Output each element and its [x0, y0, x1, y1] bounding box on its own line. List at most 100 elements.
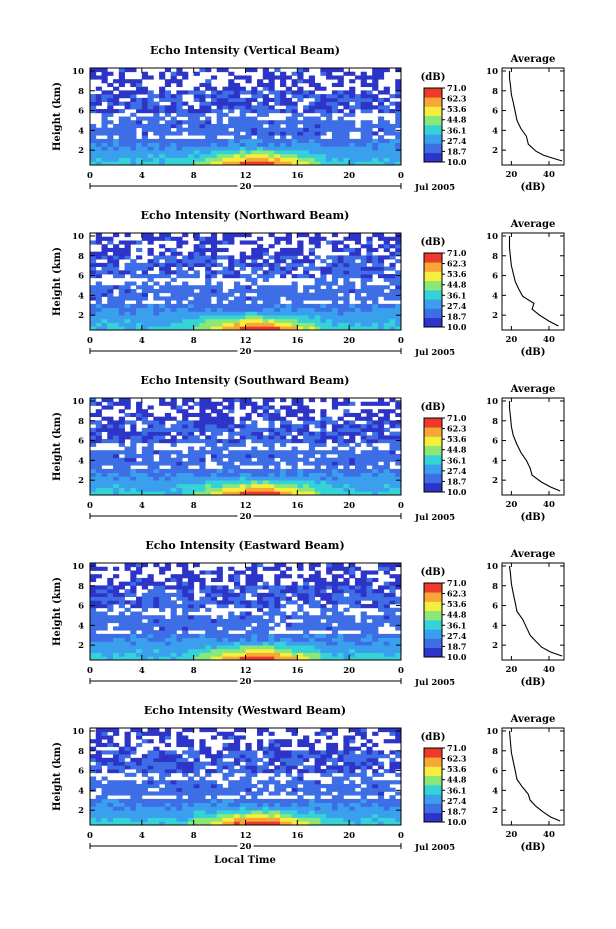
heatmap-cell [389, 813, 396, 818]
heatmap-cell [303, 453, 310, 459]
heatmap-cell [349, 817, 356, 822]
heatmap-cell [164, 618, 172, 624]
heatmap-cell [159, 424, 166, 429]
heatmap-cell [193, 157, 200, 162]
heatmap-cell [320, 420, 327, 425]
heatmap-cell [395, 633, 402, 639]
heatmap-cell [274, 798, 281, 804]
heatmap-cell [124, 607, 131, 612]
heatmap-cell [337, 563, 344, 568]
heatmap-cell [262, 274, 269, 279]
heatmap-cell [389, 146, 396, 151]
heatmap-cell [257, 821, 264, 826]
heatmap-cell [331, 802, 339, 807]
heatmap-cell [372, 322, 379, 327]
heatmap-cell [153, 292, 160, 297]
heatmap-cell [130, 270, 137, 275]
heatmap-cell [308, 120, 316, 125]
heatmap-cell [360, 457, 367, 462]
heatmap-cell [141, 581, 148, 586]
heatmap-cell [366, 630, 373, 635]
heatmap-cell [245, 600, 252, 605]
heatmap-cell [320, 633, 327, 639]
average-y-tick-label: 6 [492, 272, 498, 282]
heatmap-cell [349, 813, 356, 818]
heatmap-cell [245, 566, 252, 571]
heatmap-cell [153, 637, 160, 642]
heatmap-cell [176, 577, 183, 583]
heatmap-cell [337, 153, 344, 158]
heatmap-cell [251, 600, 258, 605]
heatmap-cell [239, 315, 246, 320]
heatmap-cell [124, 303, 131, 309]
heatmap-cell [251, 810, 258, 815]
heatmap-cell [257, 247, 264, 253]
heatmap-cell [101, 251, 108, 256]
heatmap-cell [291, 135, 298, 140]
heatmap-cell [389, 435, 396, 440]
heatmap-cell [124, 68, 131, 73]
heatmap-cell [118, 127, 125, 132]
heatmap-cell [136, 409, 143, 414]
heatmap-cell [239, 416, 246, 421]
heatmap-cell [354, 641, 362, 646]
heatmap-cell [251, 439, 258, 444]
heatmap-cell [303, 233, 310, 238]
heatmap-cell [377, 453, 385, 459]
heatmap-cell [308, 600, 316, 605]
heatmap-cell [366, 131, 373, 136]
heatmap-cell [360, 810, 367, 815]
heatmap-cell [153, 600, 160, 605]
heatmap-cell [389, 453, 396, 459]
heatmap-cell [245, 288, 252, 294]
heatmap-cell [101, 68, 108, 73]
heatmap-cell [164, 566, 172, 571]
heatmap-cell [193, 244, 200, 249]
heatmap-cell [228, 240, 235, 245]
heatmap-cell [176, 596, 183, 601]
heatmap-cell [118, 153, 125, 158]
heatmap-cell [320, 450, 327, 455]
heatmap-cell [130, 648, 137, 653]
heatmap-cell [170, 817, 177, 822]
heatmap-cell [251, 491, 258, 496]
heatmap-cell [366, 94, 373, 99]
heatmap-cell [343, 615, 350, 620]
heatmap-cell [360, 465, 367, 470]
heatmap-cell [274, 90, 281, 95]
heatmap-cell [216, 446, 223, 451]
heatmap-cell [205, 292, 212, 297]
heatmap-cell [199, 157, 206, 162]
heatmap-cell [303, 315, 310, 320]
heatmap-cell [193, 439, 200, 444]
heatmap-cell [251, 150, 258, 155]
heatmap-cell [343, 135, 350, 140]
heatmap-cell [147, 581, 154, 586]
heatmap-cell [251, 116, 258, 121]
heatmap-cell [245, 476, 252, 481]
heatmap-cell [297, 810, 304, 815]
heatmap-cell [199, 285, 206, 290]
heatmap-cell [343, 491, 350, 496]
heatmap-cell [331, 817, 339, 822]
heatmap-cell [395, 131, 402, 136]
heatmap-cell [360, 322, 367, 327]
heatmap-cell [320, 577, 327, 583]
heatmap-cell [95, 153, 102, 158]
heatmap-cell [349, 285, 356, 290]
heatmap-cell [366, 817, 373, 822]
colorbar-swatch [424, 253, 442, 263]
heatmap-cell [124, 244, 131, 249]
heatmap-cell [308, 461, 316, 466]
heatmap-cell [130, 813, 137, 818]
heatmap-cell [320, 416, 327, 421]
heatmap-cell [205, 618, 212, 624]
heatmap-cell [95, 566, 102, 571]
heatmap-cell [257, 453, 264, 459]
heatmap-cell [354, 652, 362, 657]
heatmap-cell [257, 596, 264, 601]
heatmap-cell [383, 105, 390, 110]
heatmap-cell [187, 120, 195, 125]
heatmap-cell [136, 633, 143, 639]
heatmap-cell [274, 813, 281, 818]
